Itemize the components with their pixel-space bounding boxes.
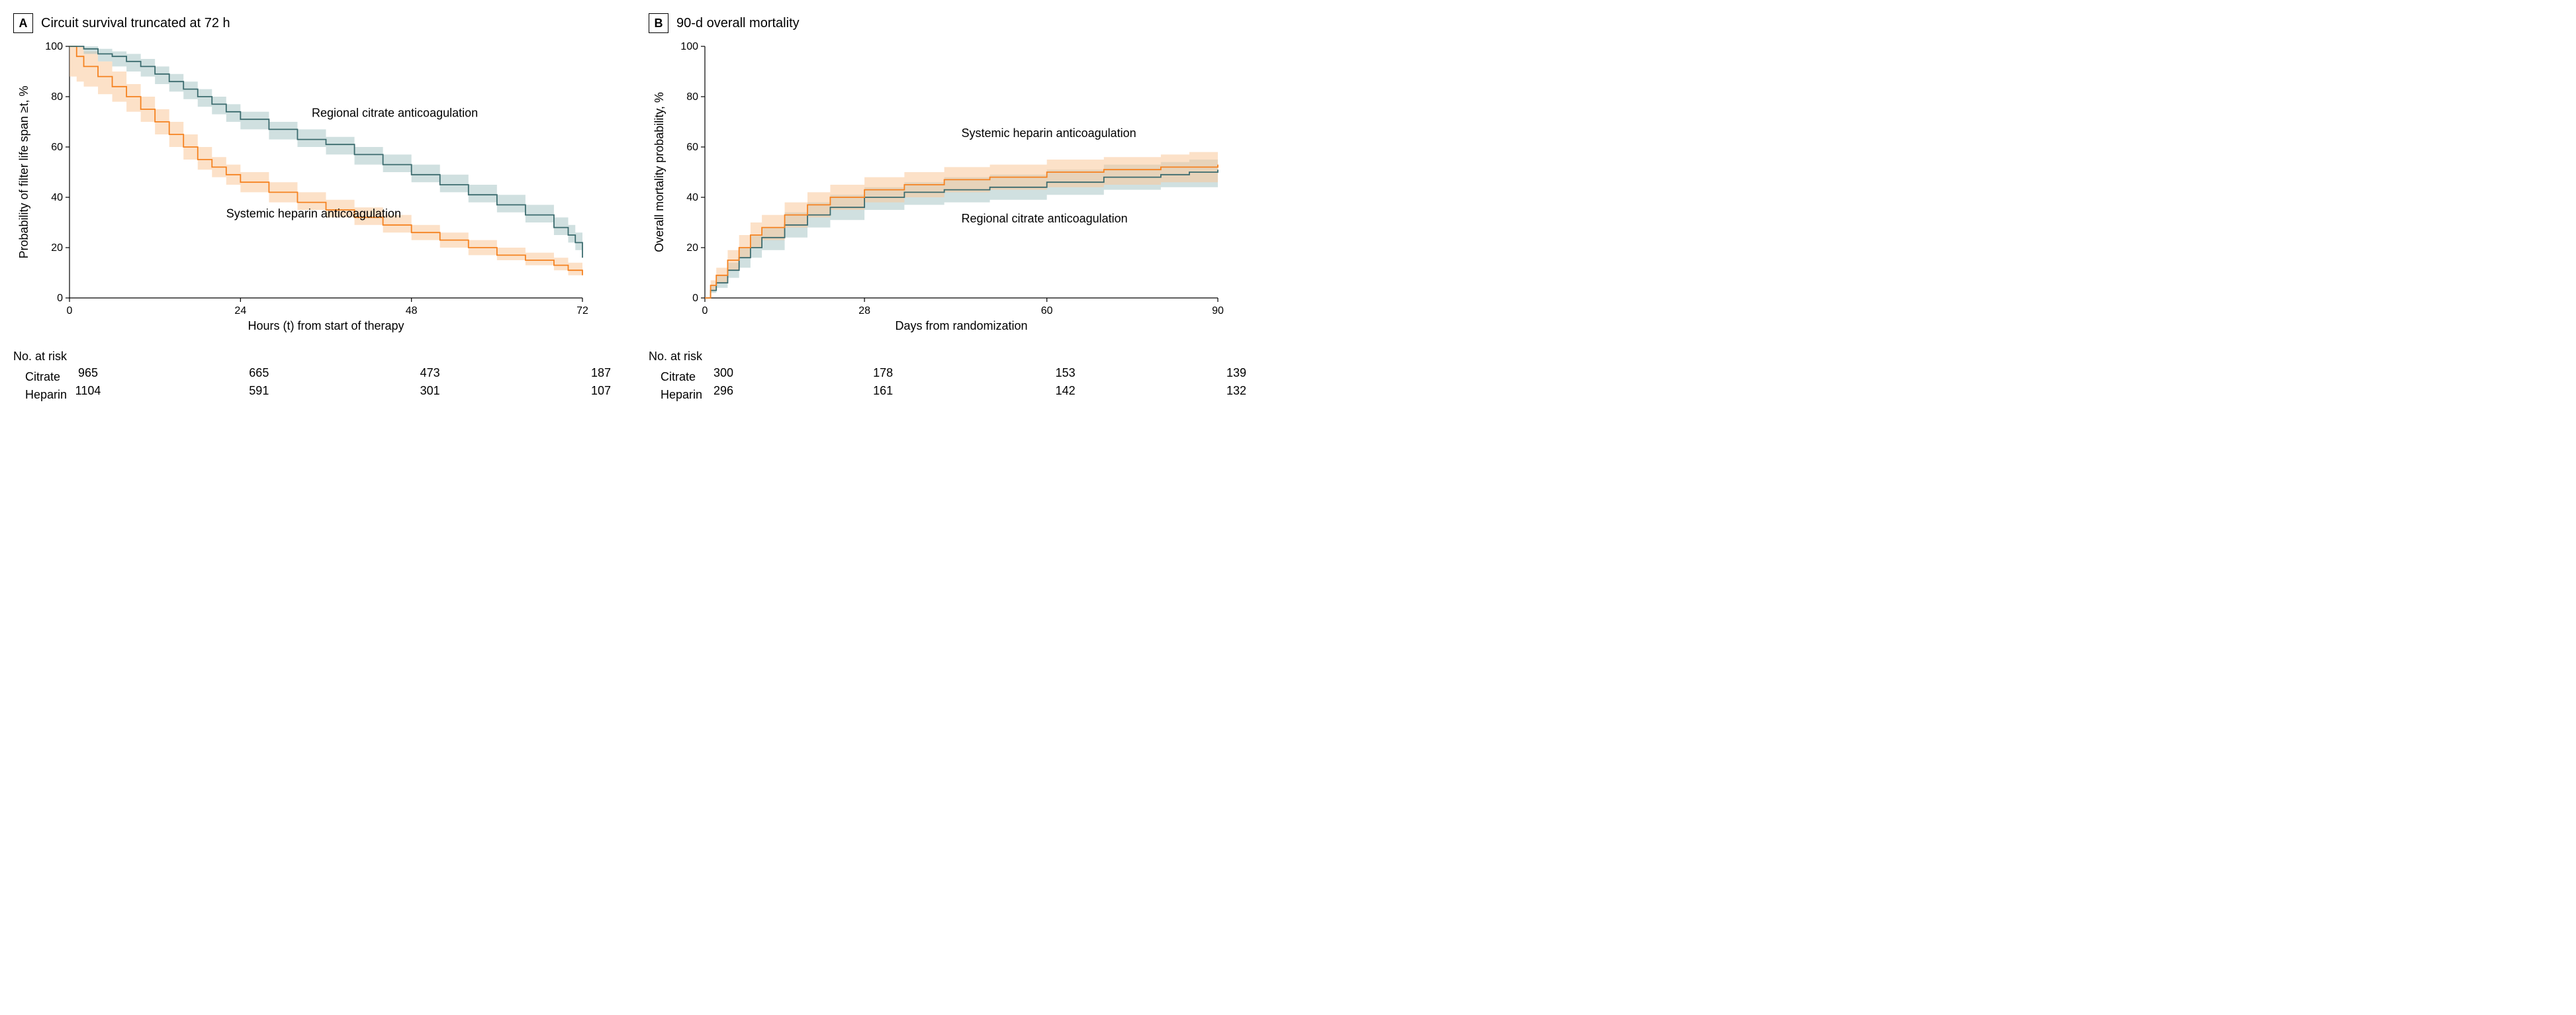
risk-value: 591 [232, 384, 285, 398]
risk-row-values: 300178153139 [720, 366, 1244, 381]
panel-b-risk-table: No. at risk Citrate300178153139Heparin29… [649, 350, 1244, 402]
figure-container: A Circuit survival truncated at 72 h 0 20… [13, 13, 2563, 402]
panel-a-chart: 0 20 40 60 80 100 0 24 48 72 Hours (t) from start … [13, 40, 609, 338]
panel-b-title: 90-d overall mortality [676, 16, 800, 31]
svg-text:60: 60 [686, 142, 698, 153]
svg-text:80: 80 [51, 91, 63, 103]
svg-text:60: 60 [51, 142, 63, 153]
risk-value: 161 [856, 384, 909, 398]
risk-value: 178 [856, 366, 909, 380]
svg-text:40: 40 [686, 192, 698, 203]
risk-value: 965 [62, 366, 115, 380]
svg-text:0: 0 [702, 305, 708, 316]
risk-value: 296 [697, 384, 750, 398]
panel-a-svg: 0 20 40 60 80 100 0 24 48 72 Hours (t) from start … [13, 40, 596, 338]
svg-text:Systemic heparin anticoagulati: Systemic heparin anticoagulation [962, 126, 1136, 140]
panel-a-risk-rows: Citrate965665473187Heparin1104591301107 [13, 366, 609, 402]
risk-value: 142 [1039, 384, 1092, 398]
svg-text:Overall mortality probability,: Overall mortality probability, % [653, 92, 666, 252]
panel-b-letter: B [649, 13, 668, 33]
panel-a-title: Circuit survival truncated at 72 h [41, 16, 230, 31]
svg-text:Days from randomization: Days from randomization [895, 319, 1027, 332]
svg-text:Regional citrate anticoagulati: Regional citrate anticoagulation [312, 106, 478, 119]
panel-b-chart: 0 20 40 60 80 100 0 28 60 90 Days from randomizati… [649, 40, 1244, 338]
svg-text:40: 40 [51, 192, 63, 203]
risk-row: Heparin1104591301107 [13, 384, 609, 402]
risk-value: 107 [575, 384, 627, 398]
risk-value: 473 [404, 366, 457, 380]
risk-row: Citrate300178153139 [649, 366, 1244, 384]
panel-a-risk-header: No. at risk [13, 350, 609, 363]
panel-b-risk-rows: Citrate300178153139Heparin296161142132 [649, 366, 1244, 402]
panel-a: A Circuit survival truncated at 72 h 0 20… [13, 13, 609, 402]
risk-value: 187 [575, 366, 627, 380]
risk-row-values: 296161142132 [720, 384, 1244, 399]
svg-text:72: 72 [576, 305, 588, 316]
svg-text:100: 100 [680, 41, 698, 52]
svg-text:100: 100 [45, 41, 63, 52]
svg-text:20: 20 [51, 242, 63, 254]
risk-value: 153 [1039, 366, 1092, 380]
svg-text:60: 60 [1041, 305, 1053, 316]
svg-text:0: 0 [692, 293, 698, 304]
svg-text:0: 0 [67, 305, 73, 316]
svg-text:24: 24 [234, 305, 246, 316]
panel-b-header: B 90-d overall mortality [649, 13, 1244, 33]
risk-value: 139 [1210, 366, 1263, 380]
risk-row-values: 965665473187 [85, 366, 609, 381]
svg-text:20: 20 [686, 242, 698, 254]
svg-text:Hours (t) from start of therap: Hours (t) from start of therapy [248, 319, 404, 332]
svg-text:80: 80 [686, 91, 698, 103]
svg-text:28: 28 [858, 305, 870, 316]
risk-value: 1104 [62, 384, 115, 398]
risk-value: 301 [404, 384, 457, 398]
panel-b-risk-header: No. at risk [649, 350, 1244, 363]
risk-value: 665 [232, 366, 285, 380]
panel-b: B 90-d overall mortality 0 20 40 60 80 100 0 28… [649, 13, 1244, 402]
risk-row: Citrate965665473187 [13, 366, 609, 384]
panel-a-risk-table: No. at risk Citrate965665473187Heparin11… [13, 350, 609, 402]
risk-value: 132 [1210, 384, 1263, 398]
risk-row-values: 1104591301107 [85, 384, 609, 399]
panel-a-letter: A [13, 13, 33, 33]
risk-value: 300 [697, 366, 750, 380]
svg-text:0: 0 [57, 293, 63, 304]
svg-text:90: 90 [1212, 305, 1224, 316]
panel-a-header: A Circuit survival truncated at 72 h [13, 13, 609, 33]
svg-text:Systemic heparin anticoagulati: Systemic heparin anticoagulation [226, 207, 401, 220]
svg-text:Probability of filter life spa: Probability of filter life span ≥t, % [17, 86, 30, 259]
panel-b-svg: 0 20 40 60 80 100 0 28 60 90 Days from randomizati… [649, 40, 1231, 338]
svg-text:48: 48 [406, 305, 418, 316]
svg-text:Regional citrate anticoagulati: Regional citrate anticoagulation [962, 212, 1128, 225]
risk-row: Heparin296161142132 [649, 384, 1244, 402]
